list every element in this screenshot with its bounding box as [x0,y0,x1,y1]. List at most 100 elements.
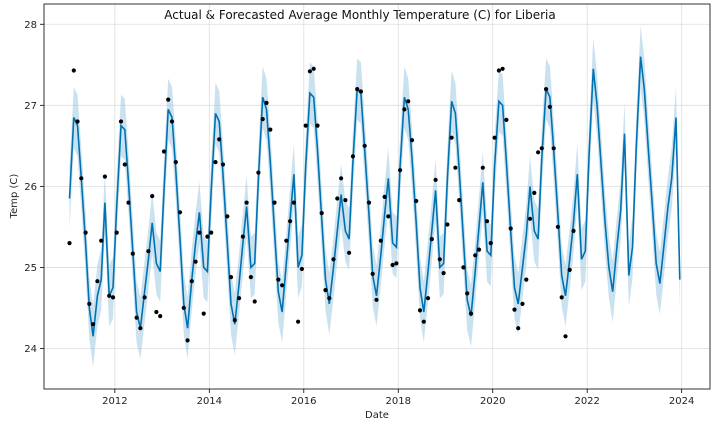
actual-point [99,238,104,243]
actual-point [185,338,190,343]
actual-point [524,277,529,282]
actual-point [122,162,127,167]
actual-point [350,154,355,159]
actual-point [327,296,332,301]
actual-point [536,150,541,155]
actual-point [449,135,454,140]
actual-point [315,123,320,128]
actual-point [358,89,363,94]
actual-points [67,66,576,343]
actual-point [398,168,403,173]
actual-point [461,265,466,270]
actual-point [130,251,135,256]
actual-point [272,200,277,205]
actual-point [496,68,501,73]
actual-point [555,224,561,229]
actual-point [237,296,242,301]
actual-point [291,200,296,205]
actual-point [102,174,107,179]
actual-point [303,123,308,128]
actual-point [532,190,537,195]
actual-point [288,219,293,224]
actual-point [197,230,202,235]
actual-point [551,146,556,151]
y-tick-label: 27 [24,101,37,112]
actual-point [248,275,253,280]
actual-point [347,250,352,255]
actual-point [516,326,521,331]
actual-point [307,69,312,74]
actual-point [260,117,265,122]
grid [44,4,710,389]
actual-point [567,267,572,272]
actual-point [193,259,198,264]
actual-point [146,249,151,254]
actual-point [504,117,509,122]
actual-point [107,293,112,298]
actual-point [433,177,438,182]
actual-point [331,257,336,262]
actual-point [378,238,383,243]
actual-point [220,162,226,167]
actual-point [142,295,147,300]
actual-point [134,315,139,320]
actual-point [512,307,517,312]
x-tick-label: 2012 [102,396,127,407]
actual-point [374,297,379,302]
actual-point [457,198,462,203]
chart-title: Actual & Forecasted Average Monthly Temp… [164,8,555,22]
actual-point [240,234,245,239]
y-tick-label: 28 [24,20,37,31]
actual-point [75,119,80,124]
actual-point [110,295,116,300]
actual-point [87,301,92,306]
x-tick-label: 2024 [669,396,694,407]
actual-point [311,66,316,71]
x-axis-label: Date [365,410,389,421]
actual-point [492,135,497,140]
actual-point [166,97,171,102]
x-tick-label: 2014 [197,396,222,407]
actual-point [559,295,564,300]
actual-point [280,283,285,288]
actual-point [406,99,411,104]
actual-point [256,170,261,175]
actual-point [232,318,237,323]
actual-point [563,334,568,339]
actual-point [189,279,194,284]
actual-point [205,234,210,239]
actual-point [158,314,163,319]
actual-point [181,305,186,310]
actual-point [228,275,234,280]
actual-point [323,288,328,293]
x-tick-label: 2018 [386,396,411,407]
actual-point [437,257,442,262]
actual-point [71,68,76,73]
actual-point [138,326,143,331]
y-axis-label: Temp (C) [9,174,20,220]
actual-point [299,266,304,272]
actual-point [473,253,478,258]
x-tick-label: 2020 [480,396,505,407]
actual-point [244,200,249,205]
actual-point [441,271,446,276]
actual-point [520,301,525,306]
actual-point [417,308,423,313]
x-tick-label: 2016 [291,396,316,407]
actual-point [339,176,344,181]
actual-point [500,66,505,71]
y-tick-label: 24 [24,344,37,355]
actual-point [480,165,485,170]
actual-point [114,230,119,235]
actual-point [177,210,183,215]
actual-point [268,127,273,132]
actual-point [476,247,482,252]
y-axis: 24 25 26 27 28 [24,20,44,355]
actual-point [445,222,450,227]
actual-point [468,311,474,316]
actual-point [362,143,367,148]
actual-point [366,200,372,205]
y-tick-label: 25 [24,263,37,274]
actual-point [161,149,167,154]
